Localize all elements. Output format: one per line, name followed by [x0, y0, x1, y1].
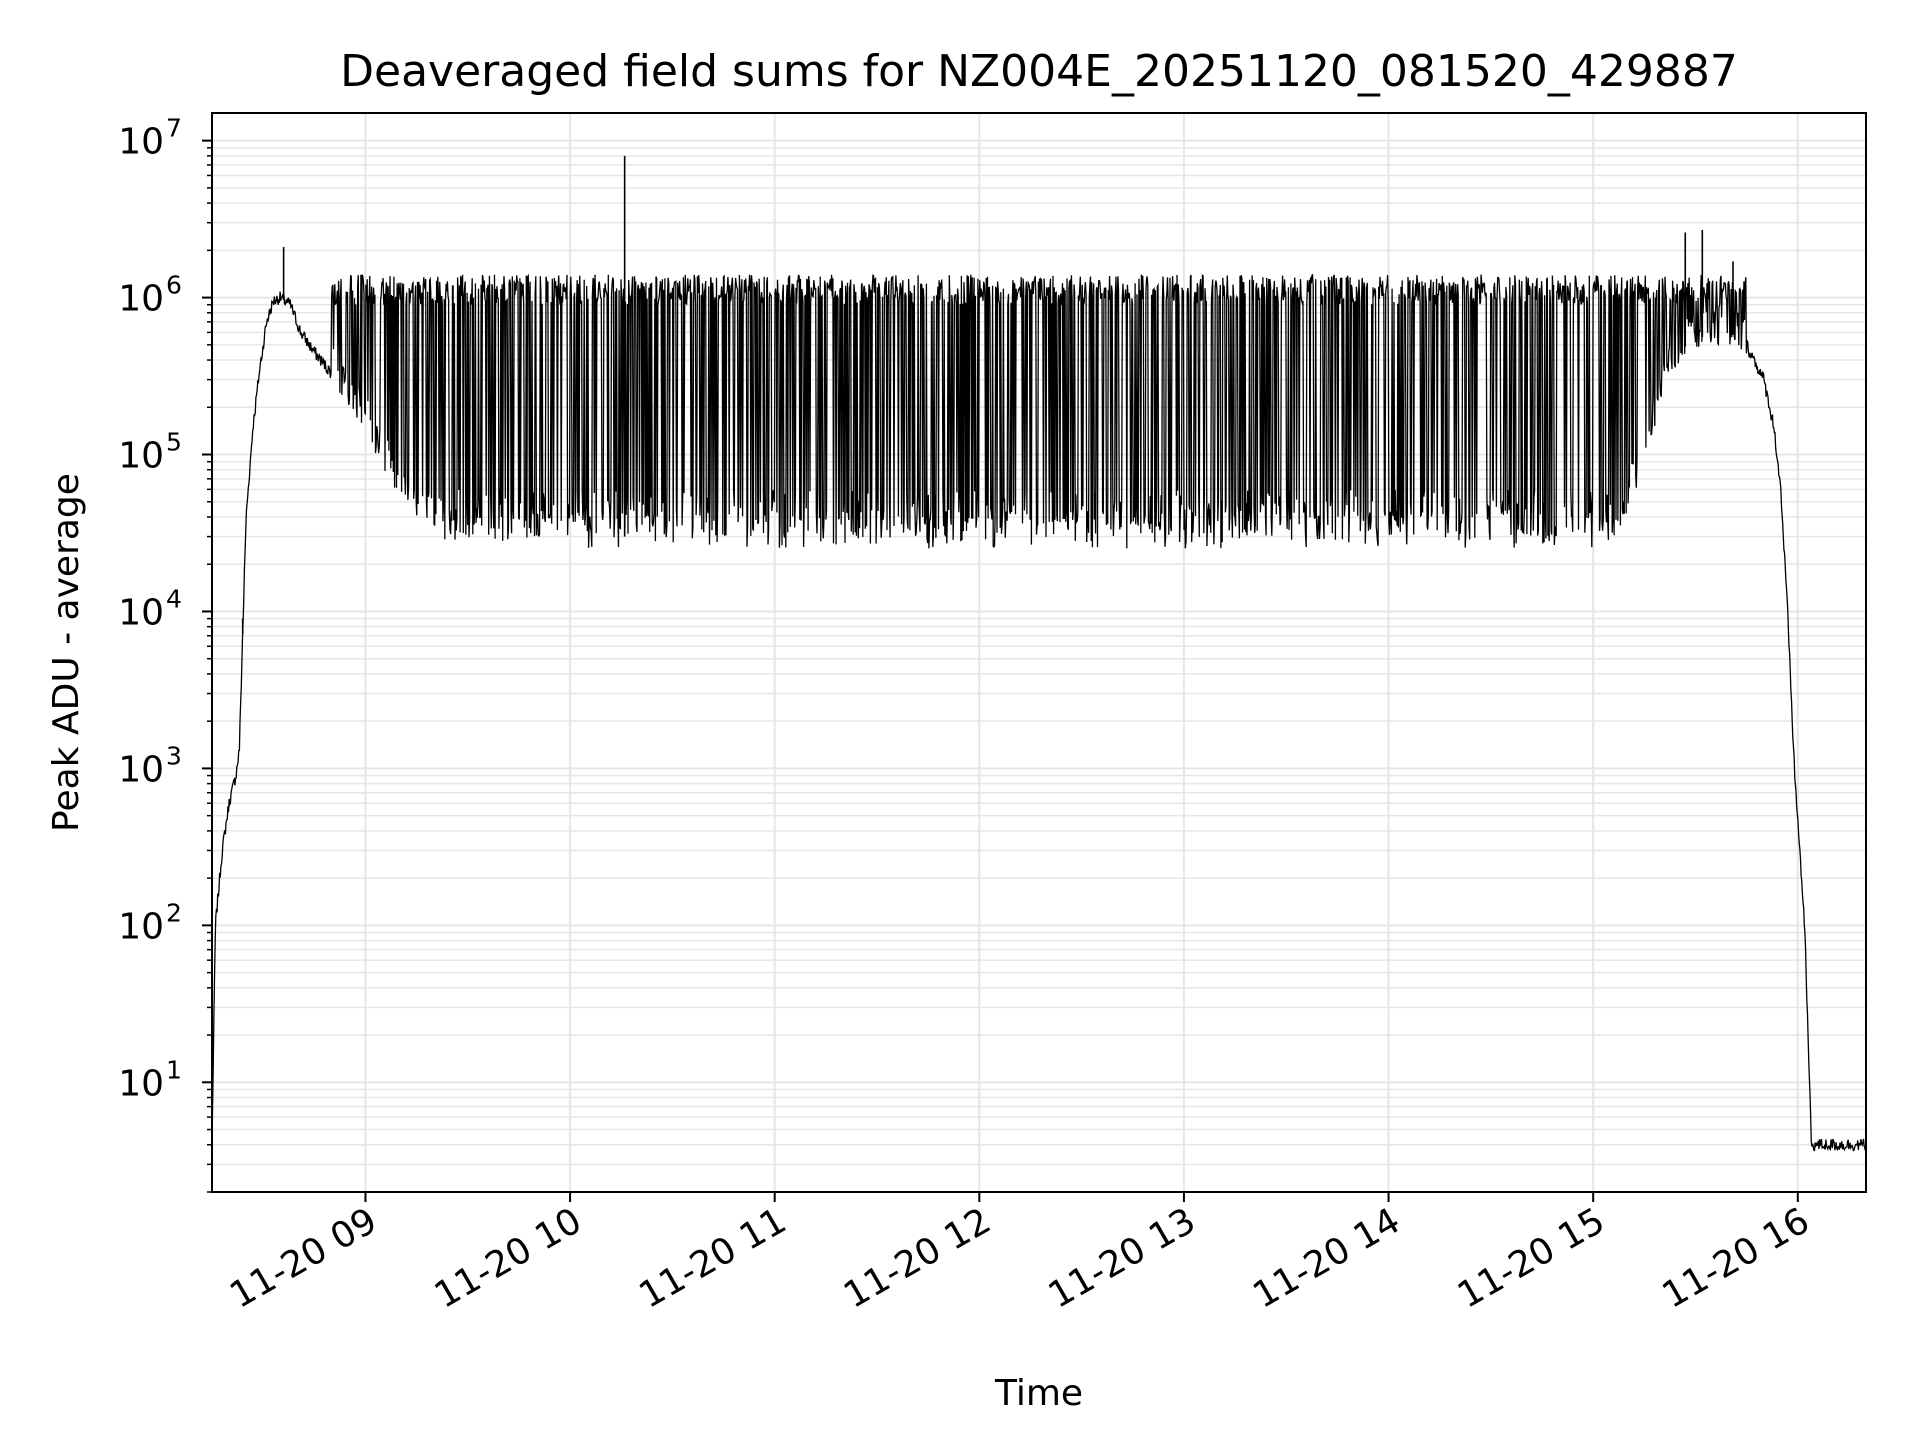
x-tick-label: 11-20 09	[223, 1200, 384, 1316]
x-axis-label: Time	[994, 1373, 1083, 1414]
plot-frame	[211, 112, 1867, 1193]
data-layer	[211, 155, 1867, 1152]
x-tick-label: 11-20 15	[1451, 1200, 1612, 1316]
y-tick-label: 10 5	[118, 428, 182, 477]
data-series-line	[211, 273, 1867, 1152]
y-tick-label-exponent: 4	[166, 584, 182, 613]
y-tick-label-exponent: 5	[166, 428, 182, 457]
y-tick-label-exponent: 2	[166, 898, 182, 927]
x-tick-label: 11-20 13	[1042, 1200, 1203, 1316]
x-tick-label: 11-20 11	[633, 1200, 794, 1316]
chart-title: Deaveraged field sums for NZ004E_2025112…	[340, 46, 1738, 97]
tick-layer	[202, 139, 1799, 1202]
y-tick-label: 10 3	[118, 741, 182, 790]
y-tick-label-exponent: 7	[166, 114, 182, 143]
y-tick-label-exponent: 6	[166, 271, 182, 300]
y-tick-label-base: 10	[118, 1063, 164, 1104]
x-tick-label: 11-20 14	[1246, 1200, 1407, 1316]
y-tick-label: 10 6	[118, 271, 182, 320]
y-tick-label-base: 10	[118, 279, 164, 320]
y-tick-label-base: 10	[118, 906, 164, 947]
y-tick-label-exponent: 3	[166, 741, 182, 770]
y-tick-label-base: 10	[118, 436, 164, 477]
x-tick-label: 11-20 10	[428, 1200, 589, 1316]
x-tick-label: 11-20 12	[837, 1200, 998, 1316]
y-tick-label: 10 2	[118, 898, 182, 947]
y-tick-label: 10 4	[118, 584, 182, 633]
y-axis-label: Peak ADU - average	[46, 473, 87, 832]
grid-layer	[212, 113, 1866, 1193]
y-tick-label-base: 10	[118, 749, 164, 790]
y-tick-label-exponent: 1	[166, 1055, 182, 1084]
x-tick-label: 11-20 16	[1656, 1200, 1817, 1316]
y-tick-label-base: 10	[118, 122, 164, 163]
y-tick-label-base: 10	[118, 592, 164, 633]
y-tick-label: 10 1	[118, 1055, 182, 1104]
y-tick-label: 10 7	[118, 114, 182, 163]
